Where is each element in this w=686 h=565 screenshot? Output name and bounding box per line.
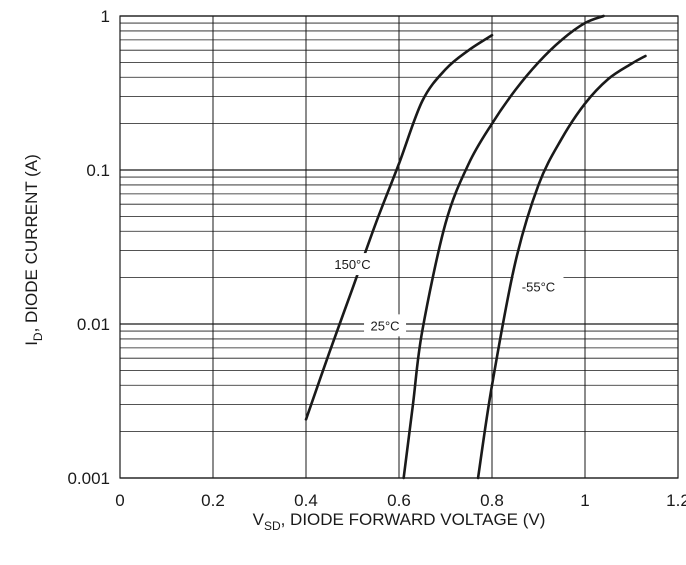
series-layer — [304, 14, 647, 480]
y-tick-label: 1 — [101, 7, 110, 26]
y-axis-label: ID, DIODE CURRENT (A) — [22, 154, 45, 346]
series-label-text: 25°C — [371, 318, 400, 333]
x-tick-label: 0.2 — [201, 491, 225, 510]
x-axis-label: VSD, DIODE FORWARD VOLTAGE (V) — [253, 510, 546, 533]
y-tick-label: 0.01 — [77, 315, 110, 334]
annotation-layer: 150°C 25°C -55°C — [327, 253, 564, 337]
grid-layer — [119, 15, 679, 479]
y-tick-label: 0.1 — [86, 161, 110, 180]
series-line-1 — [304, 33, 494, 421]
series-label-2: 25°C — [364, 314, 407, 337]
x-tick-label: 0 — [115, 491, 124, 510]
series-label-bg — [364, 314, 407, 337]
series-line-3 — [476, 54, 647, 480]
series-label-text: 150°C — [334, 257, 370, 272]
x-tick-label: 0.6 — [387, 491, 411, 510]
series-label-bg — [327, 253, 378, 276]
x-tick-label: 1.2 — [666, 491, 686, 510]
x-tick-label: 0.4 — [294, 491, 318, 510]
tick-label-layer: 0 0.2 0.4 0.6 0.8 1 1.2 0.001 0.01 0.1 1 — [67, 7, 686, 510]
x-tick-label: 0.8 — [480, 491, 504, 510]
series-line-2 — [402, 14, 605, 480]
series-label-text: -55°C — [522, 280, 555, 295]
series-label-bg — [513, 275, 564, 298]
x-tick-label: 1 — [580, 491, 589, 510]
series-label-1: 150°C — [327, 253, 378, 276]
series-label-3: -55°C — [513, 275, 564, 298]
y-tick-label: 0.001 — [67, 469, 110, 488]
